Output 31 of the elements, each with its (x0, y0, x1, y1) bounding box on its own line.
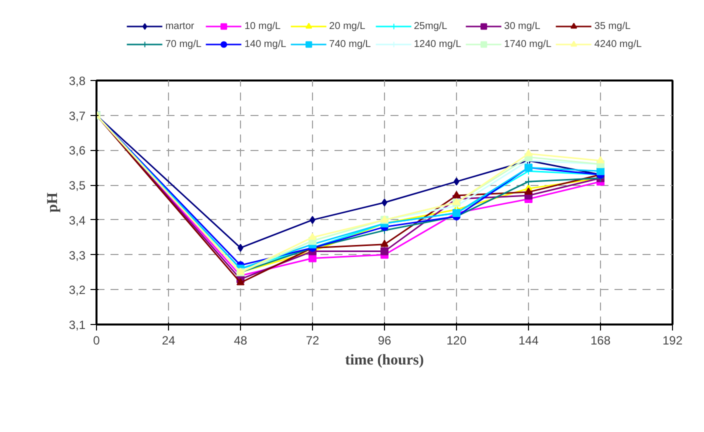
x-tick-label: 96 (378, 334, 392, 348)
legend-label: 20 mg/L (329, 20, 366, 33)
legend-label: 1740 mg/L (504, 38, 552, 51)
y-tick-label: 3,8 (68, 74, 86, 88)
x-tick-label: 0 (93, 334, 100, 348)
y-tick-label: 3,4 (68, 213, 86, 228)
x-tick-label: 120 (446, 334, 467, 348)
legend-label: 70 mg/L (165, 38, 202, 51)
legend-label: 1240 mg/L (414, 38, 462, 51)
x-tick-label: 24 (162, 334, 176, 348)
legend-label: 25mg/L (414, 20, 448, 33)
x-tick-label: 144 (518, 334, 539, 348)
legend-label: 4240 mg/L (594, 38, 642, 51)
legend-label: 30 mg/L (504, 20, 540, 33)
x-tick-label: 168 (590, 334, 611, 348)
legend-label: martor (165, 20, 194, 33)
legend-label: 35 mg/L (594, 20, 631, 33)
y-tick-label: 3,3 (68, 248, 86, 262)
x-tick-label: 48 (234, 334, 248, 348)
x-tick-label: 192 (662, 334, 683, 348)
x-axis-title: time (hours) (345, 352, 424, 368)
legend-label: 10 mg/L (244, 20, 281, 33)
legend-label: 740 mg/L (329, 38, 371, 51)
x-tick-label: 72 (306, 334, 320, 348)
y-tick-label: 3,1 (68, 318, 86, 332)
legend-label: 140 mg/L (244, 38, 286, 51)
y-axis-title: pH (44, 192, 61, 213)
y-tick-label: 3,6 (68, 144, 86, 158)
y-tick-label: 3,2 (68, 283, 86, 298)
y-tick-label: 3,7 (68, 108, 86, 123)
y-tick-label: 3,5 (68, 178, 86, 193)
